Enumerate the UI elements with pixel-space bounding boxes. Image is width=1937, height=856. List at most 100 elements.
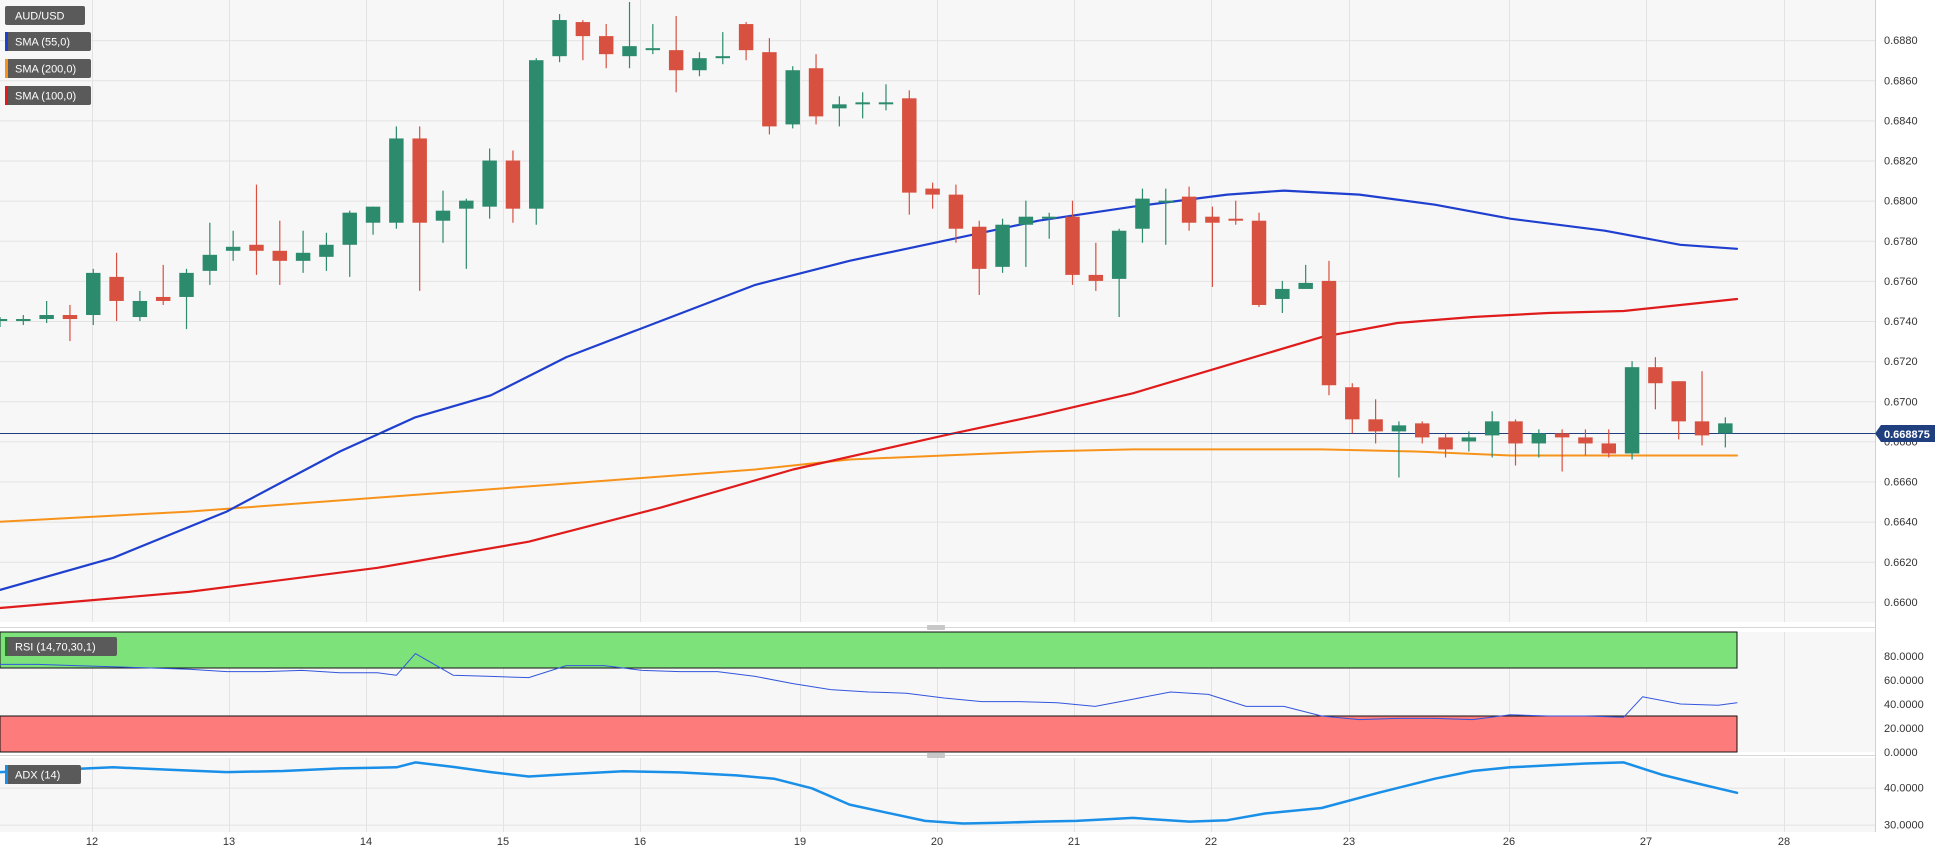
candle-body [202, 254, 218, 271]
adx-line [0, 761, 1739, 825]
panel-resize-handle[interactable] [927, 753, 945, 758]
price-tick-label: 0.6760 [1884, 276, 1918, 288]
price-tick-label: 0.6620 [1884, 557, 1918, 569]
x-tick-label: 27 [1640, 836, 1652, 848]
candle-body [1345, 387, 1360, 420]
price-tick-label: 0.6780 [1884, 236, 1918, 248]
x-tick-label: 28 [1778, 836, 1790, 848]
candle-body [1624, 367, 1640, 454]
candle-bullish [202, 222, 218, 285]
candle-bullish [179, 268, 194, 330]
legend-item-sma[interactable]: SMA (100,0) [5, 86, 91, 105]
candle-bullish [482, 148, 497, 219]
rsi-label-badge[interactable]: RSI (14,70,30,1) [5, 637, 117, 656]
candle-body [1065, 216, 1080, 275]
candle-bearish [808, 54, 824, 125]
candle-body [295, 252, 311, 261]
candle-bearish [1228, 200, 1243, 225]
candle-bearish [155, 264, 171, 305]
candle-bullish [878, 84, 894, 111]
candle-body [529, 60, 544, 209]
candle-bearish [109, 252, 124, 322]
candle-body [855, 102, 870, 105]
candle-body [1251, 220, 1267, 305]
legend-item-sma[interactable]: SMA (200,0) [5, 59, 91, 78]
candle-body [808, 68, 824, 117]
candle-bearish [1205, 206, 1220, 287]
candle-body [1415, 423, 1430, 438]
price-tick-label: 0.6720 [1884, 356, 1918, 368]
price-tick-label: 0.6820 [1884, 156, 1918, 168]
rsi-line [0, 653, 1738, 721]
sma-55-line [0, 189, 1739, 591]
candle-body [1718, 423, 1733, 434]
candle-bullish [1718, 417, 1733, 448]
candle-bullish [1158, 188, 1173, 245]
candle-body [1648, 367, 1663, 384]
candle-bullish [1624, 361, 1640, 460]
legend-badge-swatch [5, 32, 8, 51]
rsi-tick-label: 80.0000 [1884, 651, 1924, 663]
candle-bullish [0, 317, 8, 328]
legend-badge-swatch [5, 637, 8, 656]
candle-body [1158, 200, 1173, 203]
legend-badge-background [5, 765, 81, 784]
candle-body [1135, 198, 1150, 229]
last-price-label: 0.668875 [1884, 429, 1930, 441]
candle-body [692, 58, 707, 71]
candle-body [645, 48, 661, 51]
legend-badge-background [5, 32, 91, 51]
adx-label-badge[interactable]: ADX (14) [5, 765, 81, 784]
candle-body [365, 206, 381, 223]
candle-body [412, 138, 427, 223]
candle-body [1298, 282, 1313, 289]
candle-body [1601, 443, 1616, 454]
candle-body [995, 224, 1010, 267]
candle-bullish [832, 96, 847, 127]
candle-body [715, 56, 731, 59]
legend-badge-background [5, 6, 85, 25]
candle-body [1484, 421, 1500, 436]
candle-body [668, 50, 684, 71]
candle-bullish [1041, 212, 1057, 239]
candle-bullish [389, 126, 404, 229]
candle-bearish [1648, 357, 1663, 410]
candle-bearish [1368, 399, 1383, 444]
candle-bullish [86, 268, 101, 326]
candle-bearish [272, 220, 288, 285]
legend-badge-label: ADX (14) [15, 770, 60, 782]
rsi-tick-label: 20.0000 [1884, 723, 1924, 735]
candle-bearish [505, 150, 521, 223]
legend-badge-background [5, 637, 117, 656]
candle-bullish [132, 290, 148, 322]
x-tick-label: 12 [86, 836, 98, 848]
candle-bullish [1298, 264, 1313, 289]
candle-body [1111, 230, 1127, 279]
legend-item-sma[interactable]: SMA (55,0) [5, 32, 91, 51]
price-tick-label: 0.6740 [1884, 316, 1918, 328]
candle-bearish [1438, 433, 1453, 458]
candle-bullish [1135, 188, 1150, 243]
candle-body [1578, 437, 1593, 444]
adx-tick-label: 40.0000 [1884, 783, 1924, 795]
price-tick-label: 0.6880 [1884, 35, 1918, 47]
candle-body [16, 319, 31, 322]
candle-bearish [902, 90, 917, 215]
candle-bullish [319, 232, 334, 271]
candle-bearish [1601, 429, 1616, 458]
candle-bullish [1484, 411, 1500, 458]
candle-bearish [1578, 429, 1593, 456]
symbol-badge[interactable]: AUD/USD [5, 6, 85, 25]
legend-badge-background [5, 59, 91, 78]
candle-body [785, 70, 800, 125]
candle-bearish [762, 38, 777, 135]
candle-bullish [645, 24, 661, 55]
panel-resize-handle[interactable] [927, 625, 945, 630]
x-tick-label: 20 [931, 836, 943, 848]
candle-body [1181, 196, 1197, 223]
candle-bearish [1671, 381, 1686, 440]
candle-bullish [715, 32, 731, 65]
price-tick-label: 0.6700 [1884, 396, 1918, 408]
x-tick-label: 15 [497, 836, 509, 848]
